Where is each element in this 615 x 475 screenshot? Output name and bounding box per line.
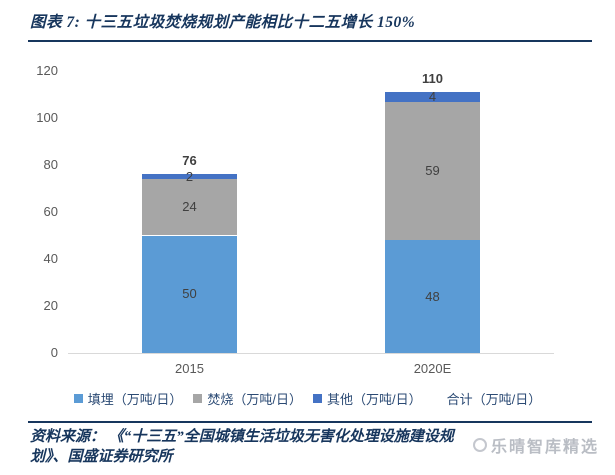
bar-segment-label: 50 (182, 286, 197, 302)
title-divider (28, 40, 592, 42)
y-tick-label: 60 (43, 204, 58, 219)
legend-item: 其他（万吨/日） (313, 389, 422, 408)
bar-segment (385, 92, 480, 102)
bar-segment-label: 24 (182, 199, 197, 215)
bar-segment (385, 101, 480, 241)
source-line-1: 资料来源： 《“十三五”全国城镇生活垃圾无害化处理设施建设规 (30, 429, 454, 445)
legend-label: 焚烧（万吨/日） (207, 391, 302, 407)
legend-label: 合计（万吨/日） (446, 391, 542, 407)
watermark: 乐晴智库精选 (472, 433, 599, 457)
legend-label: 填埋（万吨/日） (87, 391, 183, 407)
watermark-text: 乐晴智库精选 (490, 439, 599, 456)
bar-segment-label: 59 (425, 162, 440, 178)
source-line-2: 划》、国盛证券研究所 (30, 449, 173, 466)
bar-segment-label: 2 (185, 168, 194, 184)
legend-swatch (193, 393, 203, 403)
legend-label: 其他（万吨/日） (327, 391, 422, 407)
y-tick-label: 40 (43, 251, 58, 266)
bar-segment-label: 48 (425, 288, 440, 304)
legend-item: 填埋（万吨/日） (73, 389, 183, 408)
legend-swatch (313, 393, 322, 403)
watermark-logo-icon (472, 438, 487, 452)
chart-legend: 填埋（万吨/日） 焚烧（万吨/日） 其他（万吨/日） 合计（万吨/日） (0, 388, 615, 408)
y-tick-label: 20 (43, 298, 58, 313)
bar-total-label: 76 (182, 153, 197, 169)
legend-item: 焚烧（万吨/日） (193, 389, 302, 408)
category-label: 2020E (413, 361, 452, 376)
x-axis-line (68, 353, 554, 354)
source-note: 资料来源： 《“十三五”全国城镇生活垃圾无害化处理设施建设规 划》、国盛证券研究… (30, 427, 590, 468)
stacked-bar-chart: 0 20 40 60 80 100 120 50 24 2 76 2015 48 59 4 110 2020E (0, 55, 615, 385)
bar-segment (142, 174, 237, 180)
y-tick-label: 100 (36, 110, 58, 125)
bar-segment-label: 4 (428, 88, 437, 104)
legend-swatch (73, 393, 83, 403)
figure-title: 图表 7: 十三五垃圾焚烧规划产能相比十二五增长 150% (30, 14, 416, 31)
bar-total-label: 110 (422, 71, 443, 87)
y-tick-label: 80 (43, 157, 58, 172)
bar-segment (142, 179, 237, 236)
bar-segment (142, 235, 237, 353)
legend-item: 合计（万吨/日） (433, 389, 542, 408)
footer-divider (28, 421, 592, 423)
bar-segment (385, 240, 480, 353)
y-tick-label: 0 (50, 345, 58, 360)
category-label: 2015 (175, 361, 204, 376)
y-tick-label: 120 (36, 63, 58, 78)
